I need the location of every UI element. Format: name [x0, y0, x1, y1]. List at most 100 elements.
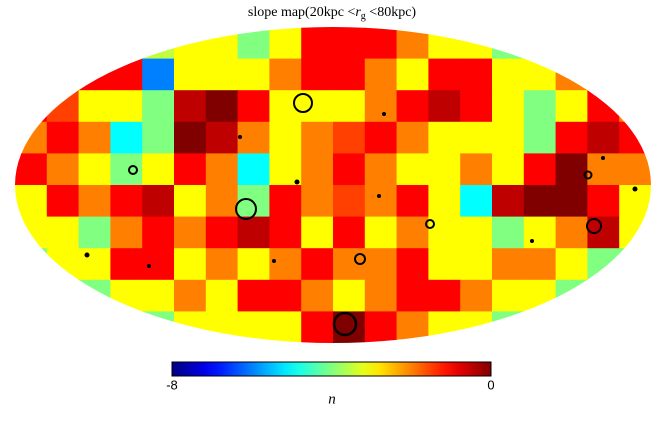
map-cell	[78, 216, 111, 249]
map-cell	[301, 121, 334, 154]
map-cell	[174, 216, 207, 249]
map-cell	[205, 216, 239, 249]
map-cell	[460, 279, 493, 312]
map-cell	[269, 185, 302, 218]
map-cell	[333, 153, 366, 186]
map-cell	[237, 311, 270, 343]
map-cell	[619, 279, 651, 312]
map-cell	[142, 279, 175, 312]
map-cell	[428, 185, 461, 218]
map-cell	[110, 27, 143, 60]
map-cell	[15, 153, 48, 186]
map-cell	[460, 121, 493, 154]
marker-dot	[294, 179, 300, 185]
map-cell	[269, 58, 302, 91]
marker-dot	[382, 112, 386, 116]
map-cell	[523, 279, 557, 312]
map-cell	[619, 27, 651, 60]
map-cell	[364, 248, 398, 281]
map-cell	[174, 58, 207, 91]
map-cell	[523, 216, 557, 249]
title-end: <80kpc)	[366, 5, 417, 20]
map-cell	[142, 311, 175, 343]
marker-circle	[354, 253, 366, 265]
map-cell	[523, 58, 557, 91]
map-cell	[78, 185, 111, 218]
map-cell	[619, 58, 651, 91]
marker-circle	[332, 311, 358, 337]
map-cell	[587, 279, 620, 312]
map-cell	[396, 248, 429, 281]
map-cell	[428, 153, 461, 186]
map-cell	[142, 90, 175, 123]
map-cell	[174, 279, 207, 312]
map-cell	[460, 153, 493, 186]
map-cell	[587, 27, 620, 60]
map-cell	[460, 311, 493, 343]
map-cell	[46, 27, 80, 60]
map-cell	[428, 90, 461, 123]
map-cell	[396, 216, 429, 249]
map-cell	[587, 58, 620, 91]
map-cell	[460, 216, 493, 249]
title-var: r	[355, 5, 361, 20]
map-cell	[46, 153, 80, 186]
map-cell	[555, 248, 588, 281]
map-cell	[396, 153, 429, 186]
map-cell	[492, 279, 525, 312]
map-cell	[237, 248, 270, 281]
map-cell	[587, 121, 620, 154]
map-cell	[492, 216, 525, 249]
map-cell	[78, 153, 111, 186]
map-cell	[142, 248, 175, 281]
map-cell	[237, 58, 270, 91]
map-cell	[619, 90, 651, 123]
map-cell	[301, 248, 334, 281]
map-cell	[364, 90, 398, 123]
map-cell	[301, 216, 334, 249]
map-cell	[46, 279, 80, 312]
map-cell	[555, 185, 588, 218]
map-cell	[205, 248, 239, 281]
marker-circle	[293, 93, 313, 113]
map-cell	[555, 121, 588, 154]
map-cell	[142, 27, 175, 60]
map-cell	[587, 185, 620, 218]
map-cell	[301, 311, 334, 343]
map-cell	[333, 185, 366, 218]
map-cell	[428, 311, 461, 343]
map-cell	[46, 248, 80, 281]
map-cell	[333, 121, 366, 154]
map-cell	[492, 311, 525, 343]
map-cell	[492, 58, 525, 91]
map-cell	[301, 153, 334, 186]
map-cell	[174, 90, 207, 123]
marker-dot	[632, 186, 638, 192]
map-cell	[301, 58, 334, 91]
map-cell	[587, 90, 620, 123]
map-cell	[237, 279, 270, 312]
map-cell	[15, 121, 48, 154]
map-cell	[555, 27, 588, 60]
map-cell	[428, 27, 461, 60]
map-cell	[78, 27, 111, 60]
map-cell	[237, 216, 270, 249]
map-cell	[110, 185, 143, 218]
map-cell	[364, 185, 398, 218]
map-cell	[587, 311, 620, 343]
map-cell	[78, 58, 111, 91]
chart-title: slope map(20kpc <rg <80kpc)	[248, 5, 417, 22]
map-cell	[333, 216, 366, 249]
map-cell	[619, 216, 651, 249]
map-cell	[142, 185, 175, 218]
map-cell	[269, 216, 302, 249]
map-cell	[205, 153, 239, 186]
map-cell	[428, 121, 461, 154]
map-cell	[428, 248, 461, 281]
colorbar-tick-label: -8	[166, 377, 178, 392]
map-cell	[364, 27, 398, 60]
map-cell	[269, 279, 302, 312]
map-cell	[142, 58, 175, 91]
map-cell	[269, 90, 302, 123]
map-cell	[364, 311, 398, 343]
